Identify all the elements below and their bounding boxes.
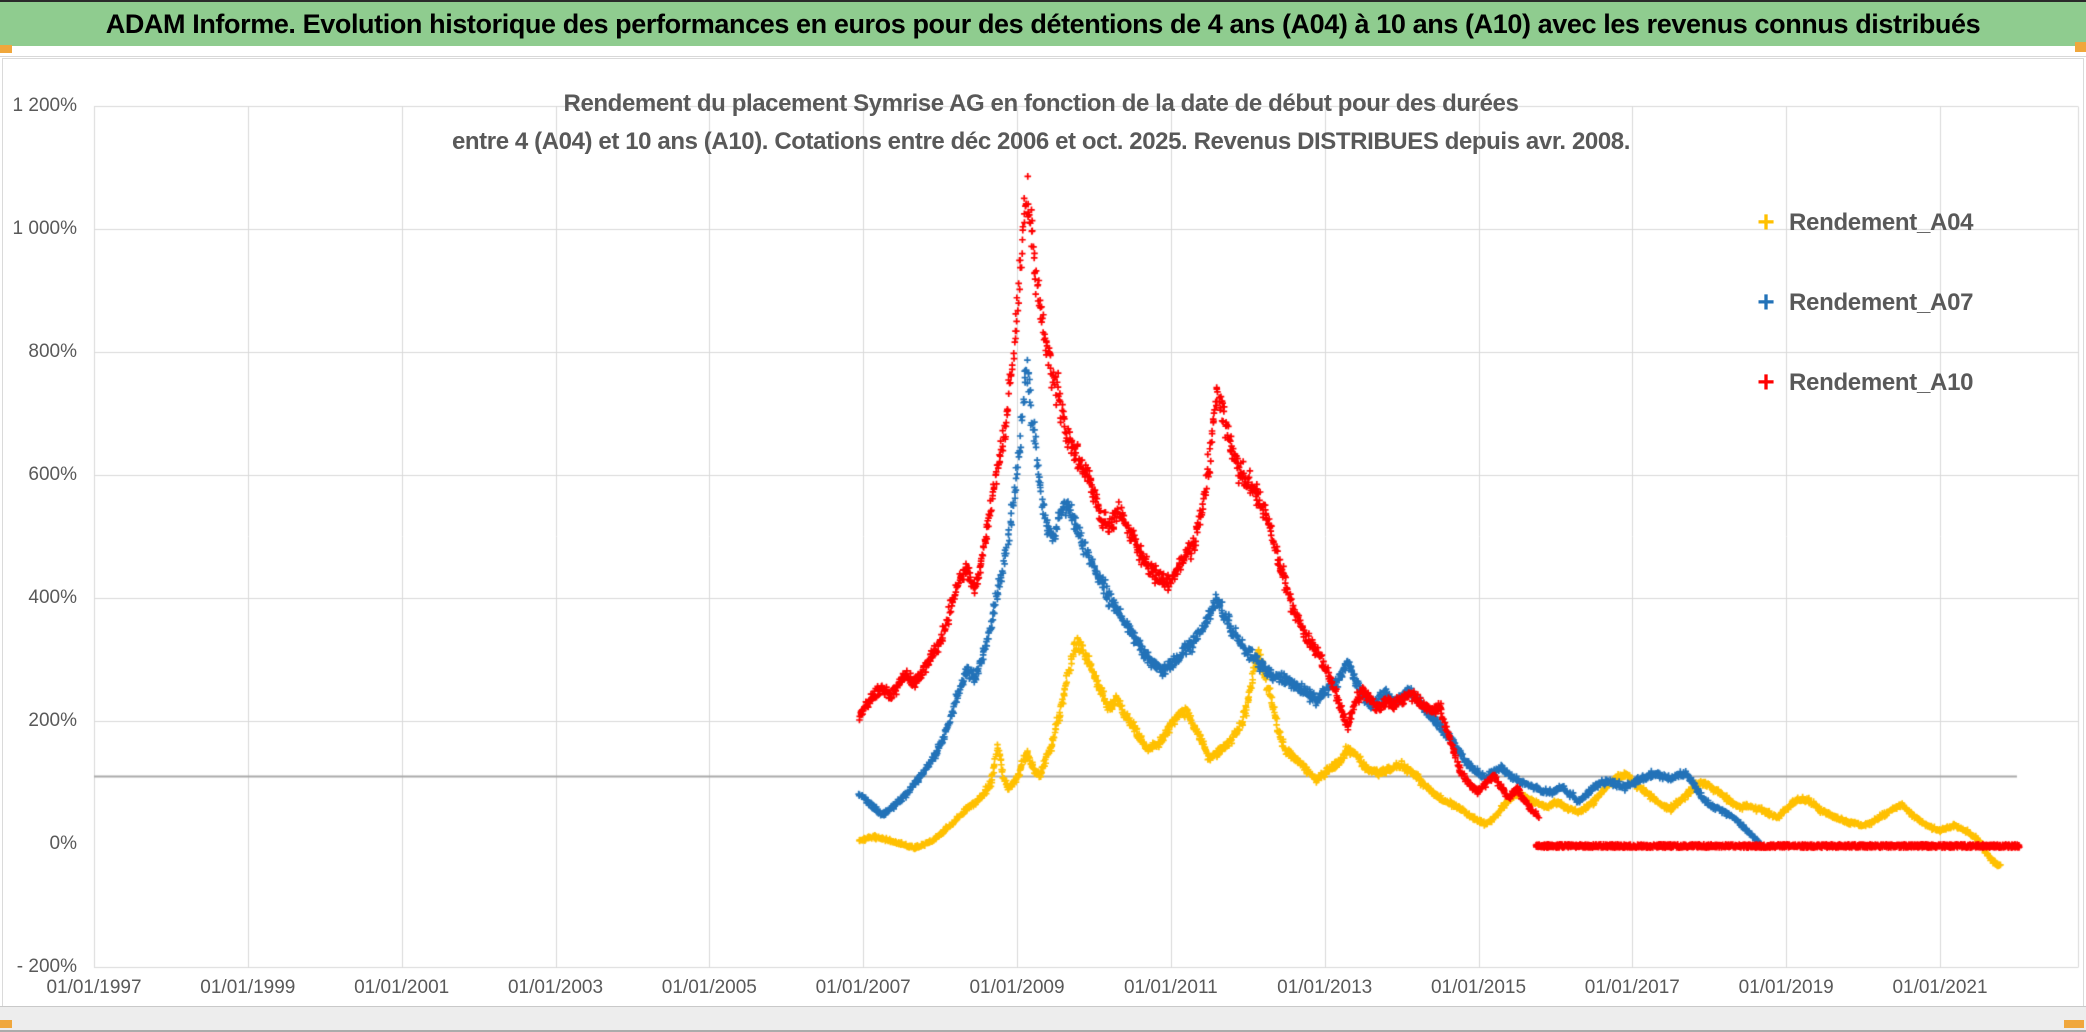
x-tick-label: 01/01/2007 xyxy=(815,977,911,998)
chart-title: Rendement du placement Symrise AG en fon… xyxy=(61,85,2021,161)
chart-title-line-2: entre 4 (A04) et 10 ans (A10). Cotations… xyxy=(451,128,1631,155)
y-tick-label: 400% xyxy=(28,587,77,608)
x-tick-label: 01/01/2013 xyxy=(1277,977,1373,998)
x-tick-label: 01/01/2009 xyxy=(969,977,1065,998)
y-tick-label: 200% xyxy=(28,710,77,731)
x-tick-label: 01/01/2005 xyxy=(661,977,757,998)
y-tick-label: 800% xyxy=(28,341,77,362)
x-tick-label: 01/01/2021 xyxy=(1892,977,1988,998)
legend-label: Rendement_A04 xyxy=(1789,209,1974,236)
x-tick-label: 01/01/2019 xyxy=(1738,977,1834,998)
legend-label: Rendement_A07 xyxy=(1789,289,1974,316)
plus-marker-icon: + xyxy=(1757,366,1775,399)
corner-accent-top-left xyxy=(0,45,12,53)
chart-title-line-1: Rendement du placement Symrise AG en fon… xyxy=(563,90,1519,117)
y-tick-label: 0% xyxy=(49,833,77,854)
x-tick-label: 01/01/2011 xyxy=(1123,977,1218,998)
x-tick-label: 01/01/1999 xyxy=(200,977,296,998)
corner-accent-bottom-right xyxy=(2064,1020,2084,1028)
x-tick-label: 01/01/2017 xyxy=(1584,977,1680,998)
y-tick-label: 1 200% xyxy=(12,95,77,116)
legend-label: Rendement_A10 xyxy=(1789,369,1974,396)
y-tick-label: - 200% xyxy=(16,956,77,977)
legend-item-rendement_a04[interactable]: + Rendement_A04 xyxy=(1753,207,1973,239)
legend-item-rendement_a10[interactable]: + Rendement_A10 xyxy=(1753,367,1973,399)
y-tick-label: 1 000% xyxy=(12,218,77,239)
corner-accent-bottom-left xyxy=(0,1020,12,1028)
y-tick-label: 600% xyxy=(28,464,77,485)
x-tick-label: 01/01/2003 xyxy=(507,977,604,998)
x-tick-label: 01/01/2001 xyxy=(354,977,450,998)
corner-accent-top-right xyxy=(2075,42,2086,52)
plus-marker-icon: + xyxy=(1757,286,1775,319)
plus-marker-icon: + xyxy=(1757,206,1775,239)
x-tick-label: 01/01/2015 xyxy=(1430,977,1527,998)
x-tick-label: 01/01/1997 xyxy=(46,977,142,998)
legend-item-rendement_a07[interactable]: + Rendement_A07 xyxy=(1753,287,1973,319)
bottom-bar xyxy=(0,1006,2086,1032)
